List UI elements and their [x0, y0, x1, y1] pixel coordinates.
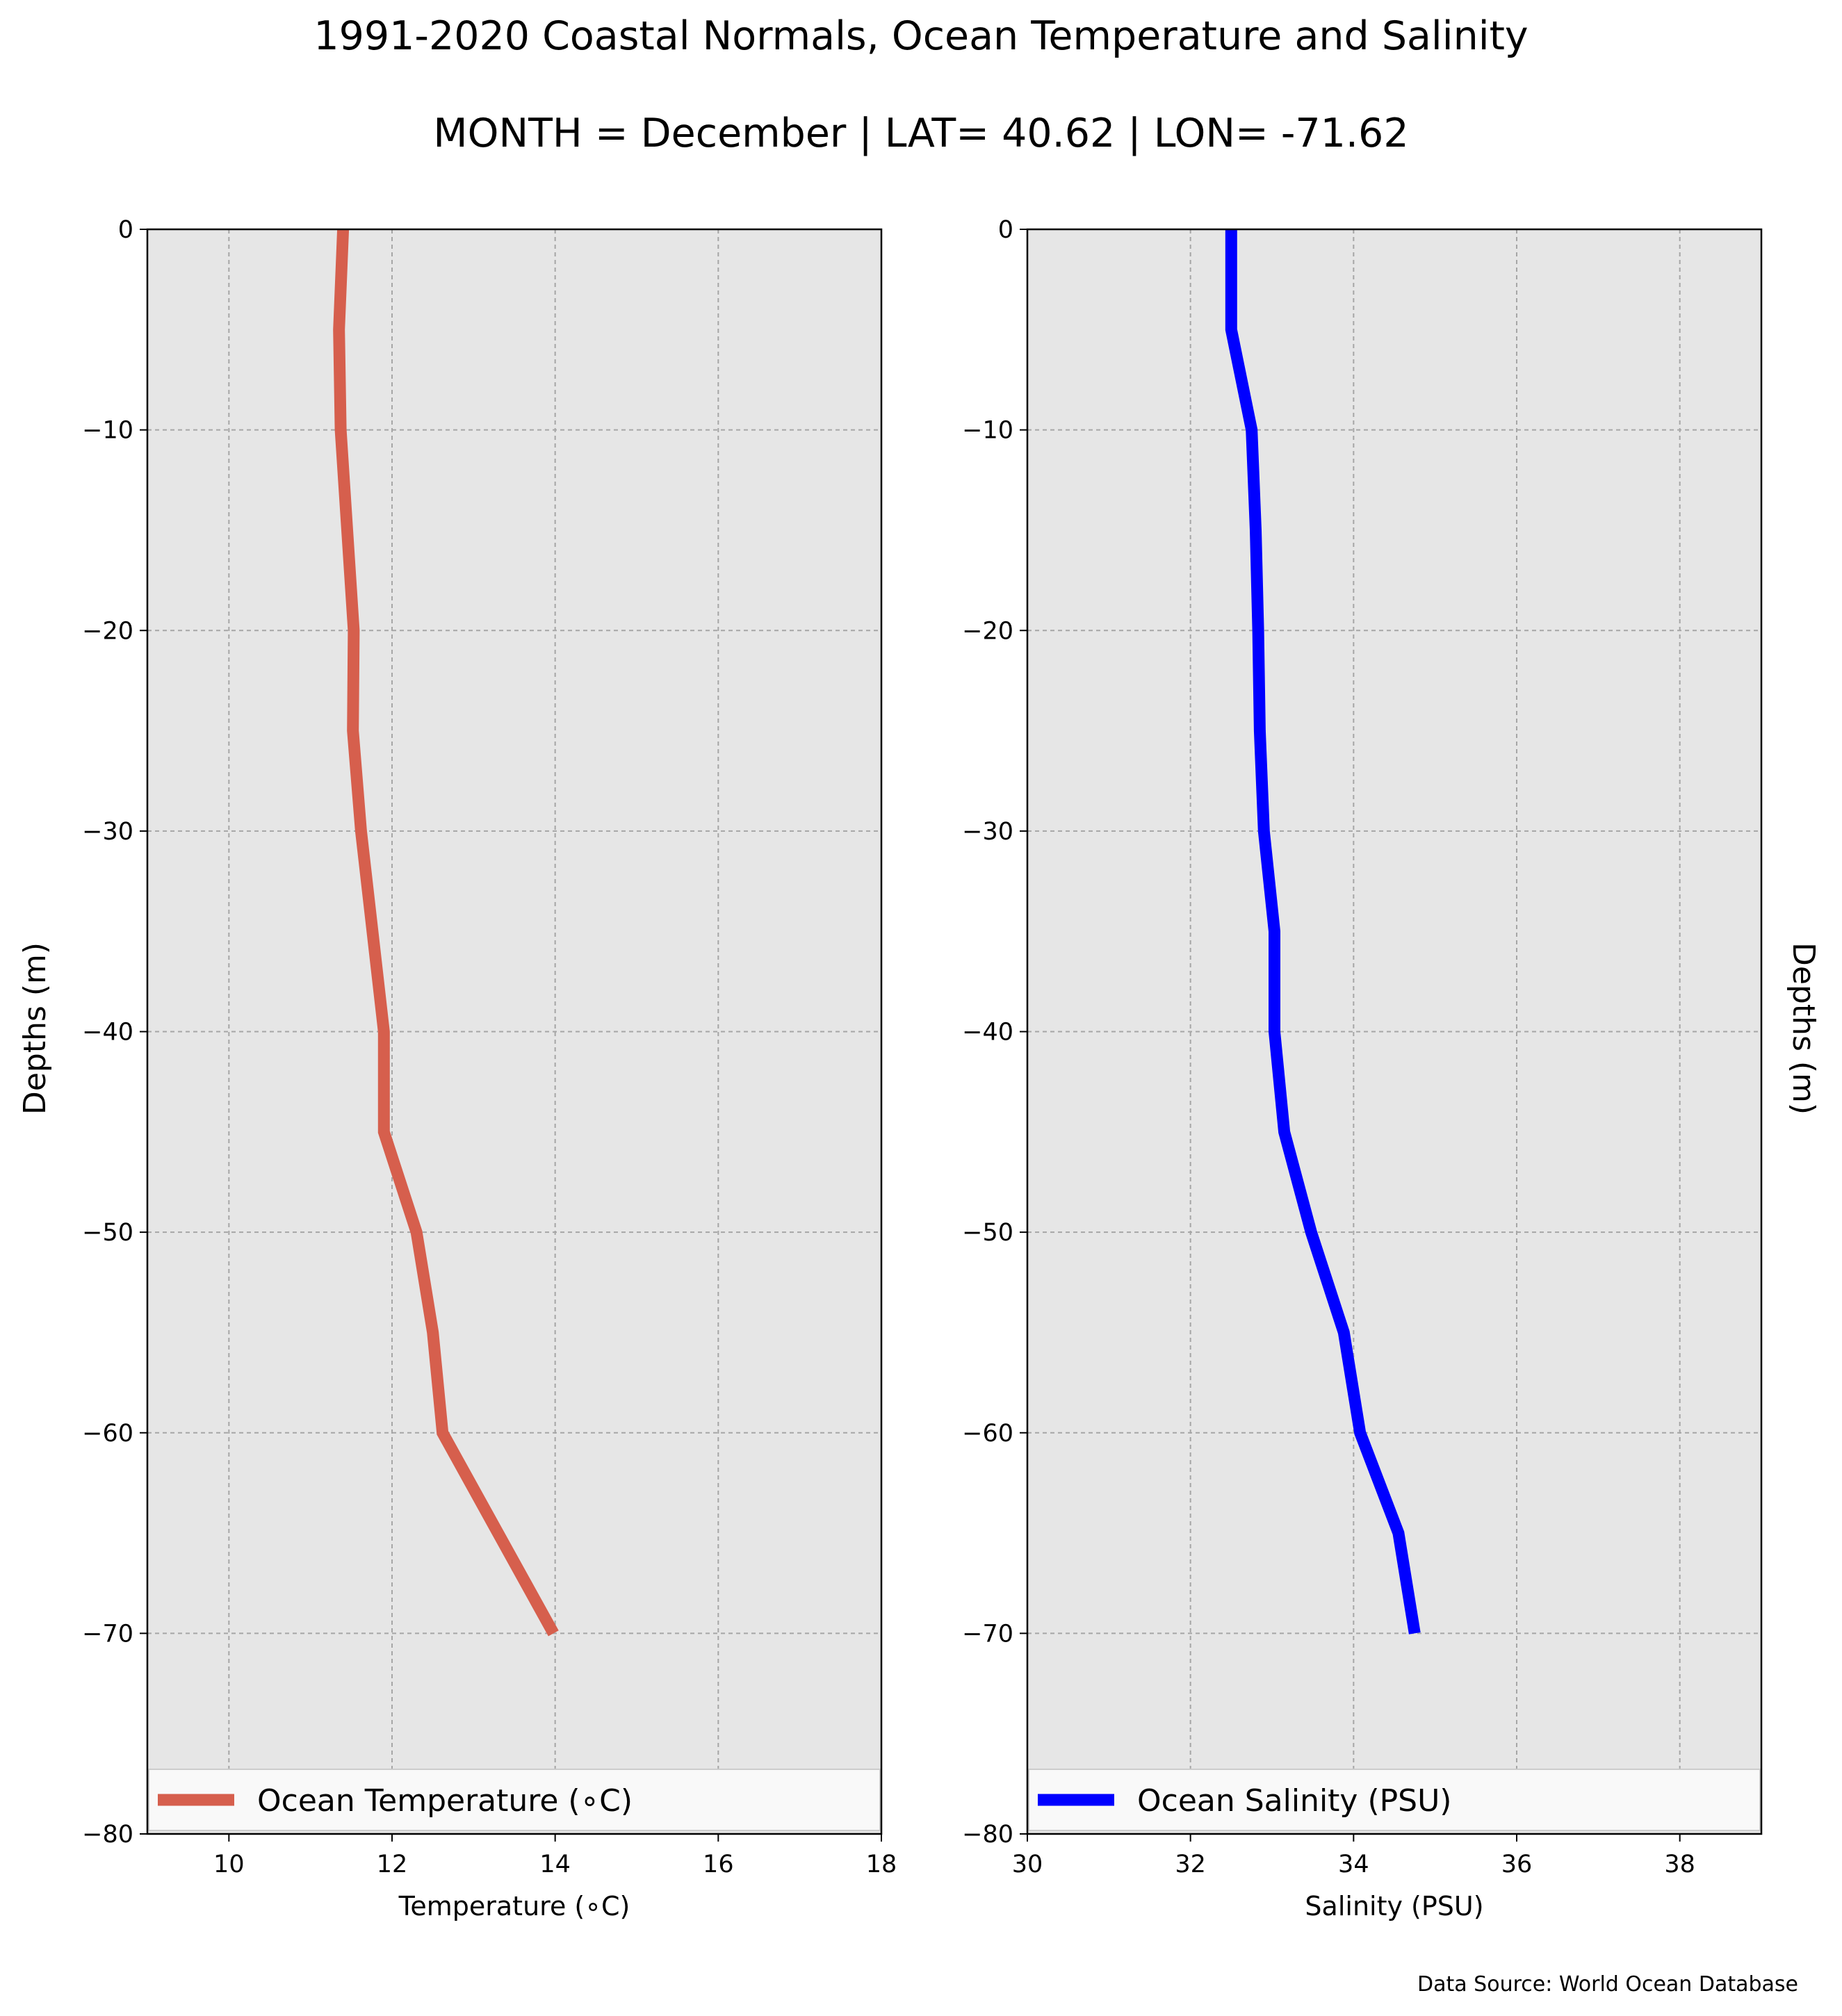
salinity-y-tick-label: −50: [962, 1219, 1013, 1247]
salinity-legend-box: [1028, 1769, 1761, 1831]
salinity-y-tick-label: −10: [962, 417, 1013, 445]
y-axis-label-right: Depths (m): [1786, 942, 1821, 1115]
salinity-y-tick-label: 0: [998, 216, 1013, 244]
data-source-note: Data Source: World Ocean Database: [1417, 1972, 1798, 1997]
salinity-panel: Ocean Salinity (PSU) 30 32 34 36 38 0 −10 −20 −30…: [962, 216, 1763, 1921]
salinity-x-axis-label: Salinity (PSU): [1305, 1891, 1483, 1921]
temperature-y-tick-label: −70: [82, 1620, 133, 1648]
temperature-x-tick-label: 12: [377, 1851, 408, 1878]
temperature-y-tick-label: −10: [82, 417, 133, 445]
salinity-legend-label: Ocean Salinity (PSU): [1137, 1783, 1451, 1819]
salinity-x-tick-label: 36: [1501, 1851, 1533, 1878]
temperature-x-tick-label: 18: [866, 1851, 897, 1878]
temperature-x-tick-label: 10: [213, 1851, 245, 1878]
temperature-y-tick-label: −50: [82, 1219, 133, 1247]
temperature-x-tick-label: 14: [539, 1851, 571, 1878]
temperature-y-tick-label: −40: [82, 1019, 133, 1047]
temperature-x-tick-label: 16: [703, 1851, 734, 1878]
temperature-y-tick-label: −60: [82, 1420, 133, 1448]
temperature-series-line: [333, 229, 559, 1637]
salinity-y-tick-label: −60: [962, 1420, 1013, 1448]
salinity-y-tick-label: −80: [962, 1821, 1013, 1849]
salinity-x-tick-label: 38: [1664, 1851, 1695, 1878]
salinity-x-tick-label: 30: [1012, 1851, 1043, 1878]
salinity-y-tick-label: −40: [962, 1019, 1013, 1047]
salinity-y-tick-label: −70: [962, 1620, 1013, 1648]
temperature-panel: Ocean Temperature (∘C) 10 12 14 16 18 0 −10 −20 −…: [82, 216, 897, 1921]
figure-subtitle: MONTH = December | LAT= 40.62 | LON= -71…: [433, 110, 1408, 156]
salinity-y-tick-label: −20: [962, 617, 1013, 645]
temperature-y-tick-label: −80: [82, 1821, 133, 1849]
temperature-y-tick-label: −30: [82, 818, 133, 846]
temperature-legend-label: Ocean Temperature (∘C): [257, 1783, 633, 1819]
temperature-legend-box: [148, 1769, 881, 1831]
temperature-y-tick-label: −20: [82, 617, 133, 645]
salinity-x-tick-label: 34: [1338, 1851, 1369, 1878]
figure-title: 1991-2020 Coastal Normals, Ocean Tempera…: [313, 13, 1528, 59]
temperature-x-axis-label: Temperature (∘C): [398, 1891, 630, 1921]
y-axis-label-left: Depths (m): [17, 942, 53, 1115]
salinity-series-line: [1225, 229, 1421, 1634]
temperature-y-tick-label: 0: [118, 216, 133, 244]
salinity-y-tick-label: −30: [962, 818, 1013, 846]
salinity-x-tick-label: 32: [1175, 1851, 1206, 1878]
